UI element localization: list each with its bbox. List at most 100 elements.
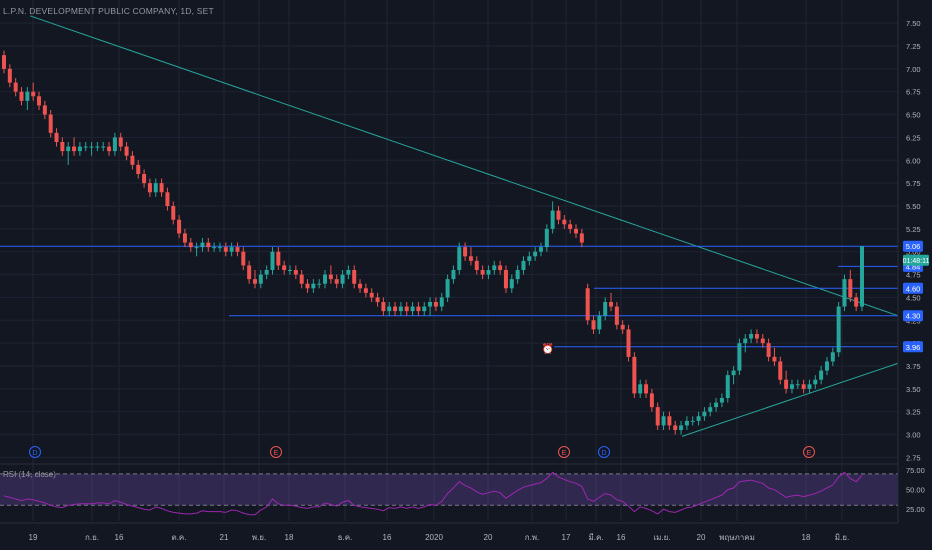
candle-body [638,384,643,394]
candle-body [305,283,310,289]
candle-body [486,270,491,275]
candle-body [25,91,30,101]
candle [480,265,485,280]
candle-body [165,192,170,206]
candle-body [772,356,777,362]
candle-body [585,288,590,321]
candle-body [48,114,53,133]
candle [824,356,829,376]
candle-body [328,274,333,280]
candle [807,379,812,394]
candle [515,265,520,284]
candle [486,265,491,280]
candle [754,329,759,344]
rsi-band [0,473,898,506]
candle [288,265,292,275]
candle-body [334,279,339,284]
candle [603,297,608,321]
event-circle [270,446,282,458]
level-label-text: 4.84 [906,262,921,271]
candle-body [352,270,357,284]
candle-body [445,279,450,298]
candle [714,398,719,412]
price-axis[interactable]: 7.50 7.25 7.00 6.75 6.50 6.25 6.00 5.75 5.50 5.25… [897,0,932,550]
price-tick-label: 7.25 [906,42,921,51]
candle-body [609,302,614,307]
candle [556,206,561,225]
candle [258,270,263,289]
candle-body [293,270,298,275]
time-tick-label: พฤษภาคม [719,533,755,542]
time-tick-label: 16 [115,533,124,542]
time-axis[interactable]: 19 ก.ย. 16 ต.ค. 21 พ.ย. 18 ธ.ค. 16 2020 20 ก.พ. 17 มี… [29,533,850,542]
candle [725,370,730,403]
candle-body [620,324,625,330]
candle-body [457,247,462,270]
candle-body [714,402,719,408]
candle [323,270,328,289]
candle-body [556,210,561,220]
candle-body [200,242,205,248]
candle-body [369,292,374,298]
candle [644,379,649,398]
candle [13,78,18,97]
candle-body [188,242,193,248]
candle-body [212,247,217,249]
time-tick-label: 2020 [425,533,443,542]
candle-body [404,306,409,312]
time-tick-label: เม.ย. [653,533,670,542]
level-label-3: 4.30 [903,310,923,322]
candle [550,201,555,234]
candle [60,137,65,156]
candles [2,50,864,435]
time-tick-label: ต.ค. [172,533,187,542]
candle [795,379,800,389]
candle [498,260,503,275]
candle-body [731,370,736,376]
candle [31,82,36,101]
candle [527,251,532,266]
candle [836,302,841,357]
candle [766,338,771,362]
candle [743,334,748,353]
candle-body [819,370,824,380]
candle-body [171,206,176,220]
time-tick-label: พ.ย. [252,533,266,542]
candle [317,279,322,289]
candle [819,366,824,385]
candle-body [778,361,783,380]
candle-body [31,91,36,97]
candle [533,247,538,261]
candle [270,247,275,275]
candle-body [550,210,555,229]
candle-body [124,146,129,156]
candle [579,228,584,248]
rsi-tick-label: 75.00 [906,466,925,475]
candle-body [247,265,252,280]
price-tick-label: 7.00 [906,65,921,74]
candle [667,411,672,430]
candle [252,270,257,289]
time-tick-label: มิ.ย. [835,533,849,542]
candle-body [194,247,199,249]
candle-body [381,302,386,312]
candle-body [282,265,287,270]
candle [789,379,794,394]
candle [37,91,42,110]
trend-lines [29,15,899,437]
rsi-path [3,471,863,516]
candle [428,297,433,316]
candle-body [66,146,71,152]
candle-body [789,384,794,389]
candle-body [37,96,42,106]
candle [842,274,847,312]
candle [363,283,368,298]
time-tick-label: 19 [29,533,38,542]
candle [142,169,147,188]
candle-body [544,228,549,248]
candle [626,324,631,362]
candle-body [19,91,24,101]
candle [422,302,427,316]
horizontal-levels [0,245,898,348]
